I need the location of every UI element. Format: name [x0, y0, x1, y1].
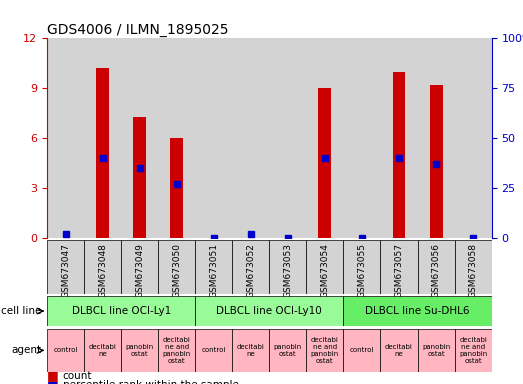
Text: cell line: cell line — [2, 306, 42, 316]
Text: decitabi
ne: decitabi ne — [385, 344, 413, 357]
Bar — [121, 329, 158, 372]
Bar — [47, 240, 84, 294]
Bar — [269, 38, 306, 238]
Bar — [84, 240, 121, 294]
Bar — [306, 240, 344, 294]
Text: GSM673050: GSM673050 — [172, 243, 181, 298]
Bar — [121, 240, 158, 294]
Text: GDS4006 / ILMN_1895025: GDS4006 / ILMN_1895025 — [47, 23, 229, 37]
Text: decitabi
ne and
panobin
ostat: decitabi ne and panobin ostat — [311, 337, 339, 364]
Bar — [269, 240, 306, 294]
Bar — [319, 88, 332, 238]
Bar — [417, 240, 454, 294]
Text: decitabi
ne: decitabi ne — [89, 344, 117, 357]
Bar — [232, 329, 269, 372]
Bar — [195, 240, 232, 294]
Bar — [232, 38, 269, 238]
Bar — [393, 72, 405, 238]
Text: GSM673049: GSM673049 — [135, 243, 144, 298]
Bar — [96, 68, 109, 238]
Text: GSM673058: GSM673058 — [469, 243, 477, 298]
Bar — [47, 38, 84, 238]
Text: control: control — [201, 348, 226, 353]
Text: decitabi
ne: decitabi ne — [237, 344, 265, 357]
Text: GSM673047: GSM673047 — [61, 243, 70, 298]
Bar — [429, 85, 442, 238]
Text: agent: agent — [12, 345, 42, 356]
Bar — [232, 240, 269, 294]
Text: count: count — [63, 371, 92, 381]
Bar — [344, 296, 492, 326]
Text: DLBCL line Su-DHL6: DLBCL line Su-DHL6 — [365, 306, 470, 316]
Bar — [195, 296, 344, 326]
Bar — [158, 38, 195, 238]
Text: decitabi
ne and
panobin
ostat: decitabi ne and panobin ostat — [459, 337, 487, 364]
Text: DLBCL line OCI-Ly10: DLBCL line OCI-Ly10 — [217, 306, 322, 316]
Bar — [380, 329, 417, 372]
Text: DLBCL line OCI-Ly1: DLBCL line OCI-Ly1 — [72, 306, 171, 316]
Bar — [417, 329, 454, 372]
Bar — [417, 38, 454, 238]
Bar — [84, 329, 121, 372]
Bar — [344, 38, 380, 238]
Text: panobin
ostat: panobin ostat — [422, 344, 450, 357]
Bar — [195, 38, 232, 238]
Bar — [47, 329, 84, 372]
Bar — [121, 38, 158, 238]
Bar — [454, 38, 492, 238]
Text: panobin
ostat: panobin ostat — [126, 344, 154, 357]
Text: ■: ■ — [47, 379, 59, 384]
Text: GSM673055: GSM673055 — [357, 243, 367, 298]
Text: GSM673051: GSM673051 — [209, 243, 218, 298]
Text: GSM673048: GSM673048 — [98, 243, 107, 298]
Bar — [306, 38, 344, 238]
Bar — [454, 329, 492, 372]
Bar — [47, 296, 195, 326]
Bar — [454, 240, 492, 294]
Text: GSM673054: GSM673054 — [321, 243, 329, 298]
Bar — [158, 240, 195, 294]
Text: GSM673053: GSM673053 — [283, 243, 292, 298]
Text: control: control — [53, 348, 78, 353]
Bar — [380, 240, 417, 294]
Text: GSM673057: GSM673057 — [394, 243, 404, 298]
Text: decitabi
ne and
panobin
ostat: decitabi ne and panobin ostat — [163, 337, 191, 364]
Bar — [158, 329, 195, 372]
Bar — [195, 329, 232, 372]
Bar — [380, 38, 417, 238]
Text: ■: ■ — [47, 369, 59, 382]
Text: GSM673052: GSM673052 — [246, 243, 255, 298]
Text: GSM673056: GSM673056 — [431, 243, 440, 298]
Bar — [170, 138, 183, 238]
Bar — [269, 329, 306, 372]
Bar — [133, 117, 146, 238]
Bar — [344, 240, 380, 294]
Bar — [84, 38, 121, 238]
Bar — [306, 329, 344, 372]
Text: control: control — [350, 348, 374, 353]
Bar — [344, 329, 380, 372]
Text: panobin
ostat: panobin ostat — [274, 344, 302, 357]
Text: percentile rank within the sample: percentile rank within the sample — [63, 380, 238, 384]
